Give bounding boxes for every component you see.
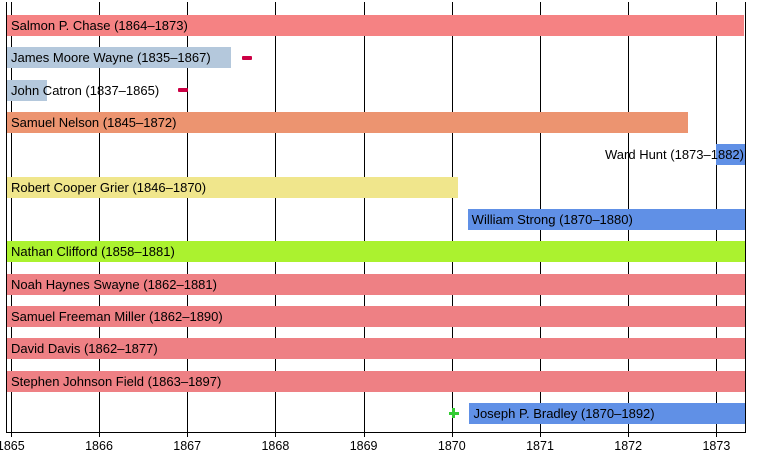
timeline-bar-joseph-p-bradley (469, 402, 745, 424)
timeline-bar-label-salmon-p-chase: Salmon P. Chase (1864–1873) (11, 18, 188, 33)
timeline-bar-david-davis (7, 338, 745, 360)
x-axis-line (6, 432, 746, 433)
x-axis-tick-1872 (628, 432, 630, 437)
timeline-bar-william-strong (467, 208, 745, 230)
timeline-bar-samuel-freeman-miller (7, 305, 745, 327)
timeline-bar-label-samuel-freeman-miller: Samuel Freeman Miller (1862–1890) (11, 308, 223, 324)
timeline-bar-samuel-nelson (7, 111, 689, 133)
timeline-bar-ward-hunt (716, 144, 745, 166)
timeline-bar-label-samuel-nelson: Samuel Nelson (1845–1872) (11, 114, 177, 130)
x-axis-tick-label-1866: 1866 (85, 439, 113, 453)
timeline-bar-salmon-p-chase (7, 15, 744, 36)
timeline-bar-label-james-moore-wayne: James Moore Wayne (1835–1867) (11, 50, 211, 66)
timeline-bar-label-joseph-p-bradley: Joseph P. Bradley (1870–1892) (473, 405, 655, 421)
timeline-bar-label-john-catron: John Catron (1837–1865) (11, 82, 160, 98)
x-axis-tick-1873 (716, 432, 718, 437)
plot-left-border (6, 2, 7, 432)
plus-icon-joseph-p-bradley (448, 408, 459, 419)
timeline-bar-label-robert-cooper-grier: Robert Cooper Grier (1846–1870) (11, 179, 207, 195)
x-axis-tick-1868 (275, 432, 277, 437)
timeline-bar-label-david-davis: David Davis (1862–1877) (11, 341, 158, 357)
year-gridline-1867 (187, 2, 189, 432)
timeline-bar-nathan-clifford (7, 241, 745, 263)
timeline-bar-label-nathan-clifford: Nathan Clifford (1858–1881) (11, 244, 175, 260)
plus-icon-vertical-stroke (452, 408, 456, 419)
year-gridline-1870 (451, 2, 453, 432)
x-axis-tick-label-1872: 1872 (614, 439, 643, 453)
x-axis-tick-1871 (540, 432, 541, 437)
x-axis-tick-1866 (99, 432, 100, 437)
x-axis-tick-label-1871: 1871 (526, 439, 554, 453)
year-gridline-1869 (363, 2, 365, 432)
x-axis-tick-1870 (451, 432, 453, 437)
x-axis-tick-1867 (187, 432, 189, 437)
x-axis-tick-label-1873: 1873 (702, 439, 731, 453)
timeline-bar-label-ward-hunt: Ward Hunt (1873–1882) (605, 147, 744, 163)
timeline-bar-label-william-strong: William Strong (1870–1880) (471, 211, 633, 227)
plot-right-border (745, 2, 746, 432)
x-axis-tick-1865 (10, 432, 12, 437)
dash-icon-john-catron (177, 88, 189, 92)
x-axis-tick-label-1870: 1870 (437, 439, 466, 453)
x-axis-tick-1869 (363, 432, 365, 437)
timeline-bar-label-stephen-johnson-field: Stephen Johnson Field (1863–1897) (11, 373, 222, 389)
timeline-bar-james-moore-wayne (7, 47, 232, 69)
x-axis-tick-label-1868: 1868 (261, 439, 290, 453)
x-axis-tick-label-1867: 1867 (173, 439, 202, 453)
dash-icon-james-moore-wayne (241, 56, 253, 60)
year-gridline-1868 (275, 2, 277, 432)
year-gridline-1865 (10, 2, 12, 432)
timeline-bar-stephen-johnson-field (7, 370, 745, 392)
timeline-bar-noah-haynes-swayne (7, 273, 745, 295)
year-gridline-1866 (99, 2, 100, 432)
timeline-bar-label-noah-haynes-swayne: Noah Haynes Swayne (1862–1881) (11, 276, 217, 292)
x-axis-tick-label-1869: 1869 (349, 439, 378, 453)
timeline-bar-john-catron (7, 79, 47, 101)
x-axis-tick-label-1865: 1865 (0, 439, 25, 453)
timeline-bar-robert-cooper-grier (7, 176, 458, 198)
